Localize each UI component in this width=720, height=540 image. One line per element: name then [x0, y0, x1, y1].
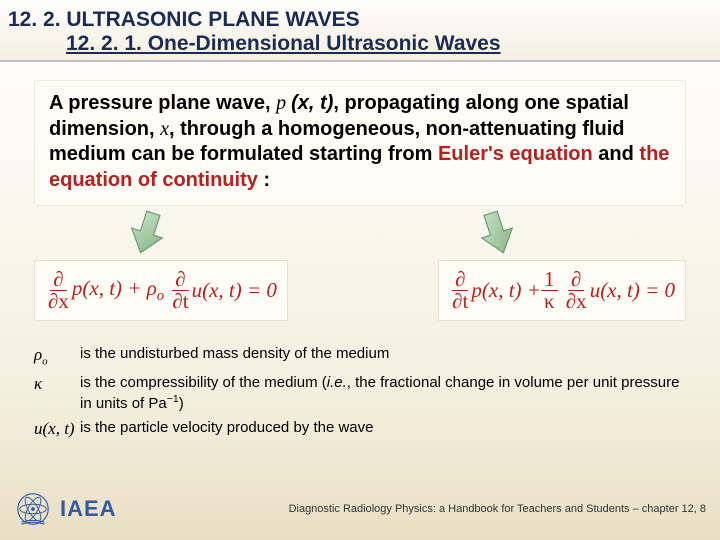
eq-den: ∂t: [449, 291, 471, 312]
euler-link-text: Euler's equation: [438, 143, 593, 165]
eq-frag: p(x, t) +: [471, 278, 541, 303]
arrow-left-icon: [118, 204, 176, 262]
def-text: is the compressibility of the medium (i.…: [80, 374, 686, 414]
def-kappa: κ is the compressibility of the medium (…: [34, 374, 686, 414]
symbol-kappa: κ: [34, 374, 80, 414]
iaea-logo: IAEA: [14, 490, 117, 528]
eq-num: ∂: [452, 269, 468, 291]
def-text: is the particle velocity produced by the…: [80, 419, 686, 439]
arrow-row: [34, 210, 686, 260]
eq-frag: p(x, t) + ρ: [72, 276, 157, 300]
eq-frag: u(x, t) = 0: [590, 278, 675, 303]
section-number-title: 12. 2. ULTRASONIC PLANE WAVES: [8, 8, 712, 32]
eq-num: ∂: [50, 269, 66, 291]
symbol-x: x: [160, 118, 169, 140]
eq-num: 1: [541, 269, 558, 291]
subsection-title: 12. 2. 1. One-Dimensional Ultrasonic Wav…: [8, 32, 712, 56]
eq-num: ∂: [172, 269, 188, 291]
text-fragment: A pressure plane wave,: [49, 92, 276, 114]
equation-row: ∂∂x p(x, t) + ρo ∂∂t u(x, t) = 0 ∂∂t p(x…: [34, 260, 686, 321]
logo-text: IAEA: [60, 496, 117, 522]
intro-paragraph-box: A pressure plane wave, p (x, t), propaga…: [34, 80, 686, 206]
slide-header: 12. 2. ULTRASONIC PLANE WAVES 12. 2. 1. …: [0, 0, 720, 62]
slide-footer: IAEA Diagnostic Radiology Physics: a Han…: [0, 484, 720, 540]
continuity-equation: ∂∂t p(x, t) + 1κ ∂∂x u(x, t) = 0: [438, 260, 686, 321]
definitions-block: ρo is the undisturbed mass density of th…: [34, 345, 686, 439]
text-fragment: and: [593, 143, 640, 165]
symbol-xt: (x, t): [291, 92, 333, 114]
arrow-right-icon: [468, 204, 526, 262]
intro-paragraph: A pressure plane wave, p (x, t), propaga…: [49, 91, 671, 193]
def-uxt: u(x, t) is the particle velocity produce…: [34, 419, 686, 439]
eq-num: ∂: [568, 269, 584, 291]
footer-caption: Diagnostic Radiology Physics: a Handbook…: [289, 503, 706, 515]
eq-den: ∂x: [563, 291, 590, 312]
euler-equation: ∂∂x p(x, t) + ρo ∂∂t u(x, t) = 0: [34, 260, 288, 321]
eq-den: ∂x: [45, 291, 72, 312]
eq-den: κ: [541, 291, 558, 312]
atom-icon: [14, 490, 52, 528]
symbol-uxt: u(x, t): [34, 419, 80, 439]
symbol-p: p: [276, 92, 291, 114]
eq-den: ∂t: [169, 291, 191, 312]
text-fragment: :: [258, 169, 270, 191]
def-rho: ρo is the undisturbed mass density of th…: [34, 345, 686, 367]
def-text: is the undisturbed mass density of the m…: [80, 345, 686, 367]
symbol-rho: ρo: [34, 345, 80, 367]
eq-sub: o: [157, 288, 164, 304]
eq-frag: u(x, t) = 0: [192, 278, 277, 303]
